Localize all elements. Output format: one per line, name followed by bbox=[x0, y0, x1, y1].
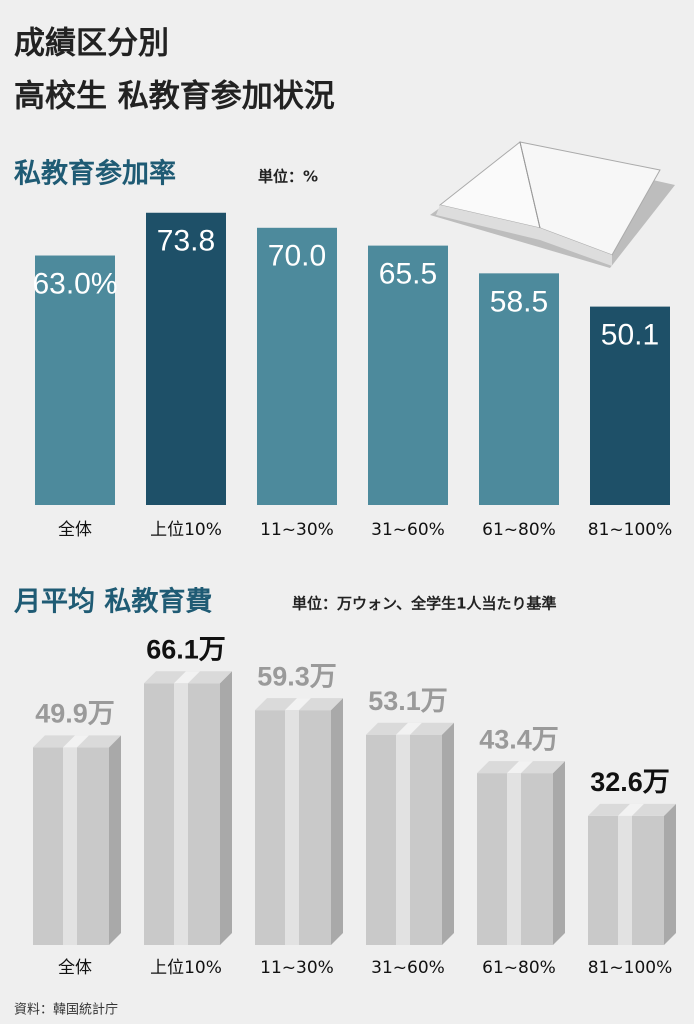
x-tick-label: 81~100% bbox=[588, 520, 672, 540]
x-tick-label: 61~80% bbox=[482, 958, 556, 978]
bar bbox=[477, 761, 565, 945]
x-tick-label: 全体 bbox=[58, 958, 92, 978]
x-tick-label: 上位10% bbox=[150, 958, 222, 978]
source: 資料：韓国統計庁 bbox=[14, 1002, 118, 1018]
bar bbox=[590, 306, 670, 505]
value-label: 59.3万 bbox=[257, 661, 337, 691]
bar bbox=[479, 273, 559, 505]
bar-side bbox=[331, 698, 343, 945]
bar-stripe bbox=[507, 773, 521, 945]
x-tick-label: 81~100% bbox=[588, 958, 672, 978]
bar-top-stripe bbox=[63, 735, 89, 748]
bar-top-stripe bbox=[285, 698, 311, 711]
value-label: 66.1万 bbox=[146, 634, 226, 664]
bar bbox=[255, 698, 343, 945]
bar-stripe bbox=[618, 815, 632, 945]
value-label: 50.1 bbox=[601, 319, 659, 352]
value-label: 63.0% bbox=[32, 267, 117, 300]
value-label: 65.5 bbox=[379, 258, 437, 291]
bar bbox=[144, 671, 232, 945]
bar-side bbox=[664, 803, 676, 945]
bar bbox=[368, 245, 448, 505]
bar bbox=[257, 227, 337, 506]
chart-title: 私教育参加率 bbox=[14, 158, 176, 190]
value-label: 73.8 bbox=[157, 225, 215, 258]
bar-stripe bbox=[285, 710, 299, 945]
bar bbox=[366, 722, 454, 945]
bar-side bbox=[442, 722, 454, 945]
bar-top-stripe bbox=[507, 761, 533, 774]
bar-stripe bbox=[63, 747, 77, 945]
x-tick-label: 31~60% bbox=[371, 520, 445, 540]
unit-label: 単位：万ウォン、全学生1人当たり基準 bbox=[292, 595, 557, 613]
value-label: 58.5 bbox=[490, 285, 548, 318]
x-tick-label: 上位10% bbox=[150, 520, 222, 540]
bar-side bbox=[109, 735, 121, 945]
bar bbox=[35, 255, 115, 505]
value-label: 49.9万 bbox=[35, 699, 115, 729]
unit-label: 単位：% bbox=[258, 168, 318, 186]
x-tick-label: 全体 bbox=[58, 520, 92, 540]
bar-top-stripe bbox=[396, 722, 422, 735]
value-label: 32.6万 bbox=[590, 767, 670, 797]
bar bbox=[33, 735, 121, 945]
chart-title: 月平均 私教育費 bbox=[13, 586, 212, 618]
bar-stripe bbox=[396, 734, 410, 945]
bar-side bbox=[553, 761, 565, 945]
book-illustration bbox=[430, 141, 675, 268]
title-line: 高校生 私教育参加状況 bbox=[14, 79, 335, 115]
value-label: 43.4万 bbox=[479, 724, 559, 754]
bar-side bbox=[220, 671, 232, 945]
bar-stripe bbox=[174, 683, 188, 945]
bar-top-stripe bbox=[174, 671, 200, 684]
value-label: 70.0 bbox=[268, 240, 326, 273]
x-tick-label: 11~30% bbox=[260, 958, 334, 978]
x-tick-label: 31~60% bbox=[371, 958, 445, 978]
value-label: 53.1万 bbox=[368, 686, 448, 716]
title-line: 成績区分別 bbox=[14, 26, 169, 62]
x-tick-label: 61~80% bbox=[482, 520, 556, 540]
x-tick-label: 11~30% bbox=[260, 520, 334, 540]
bar-top-stripe bbox=[618, 803, 644, 816]
bar bbox=[588, 803, 676, 945]
bar bbox=[146, 212, 226, 505]
